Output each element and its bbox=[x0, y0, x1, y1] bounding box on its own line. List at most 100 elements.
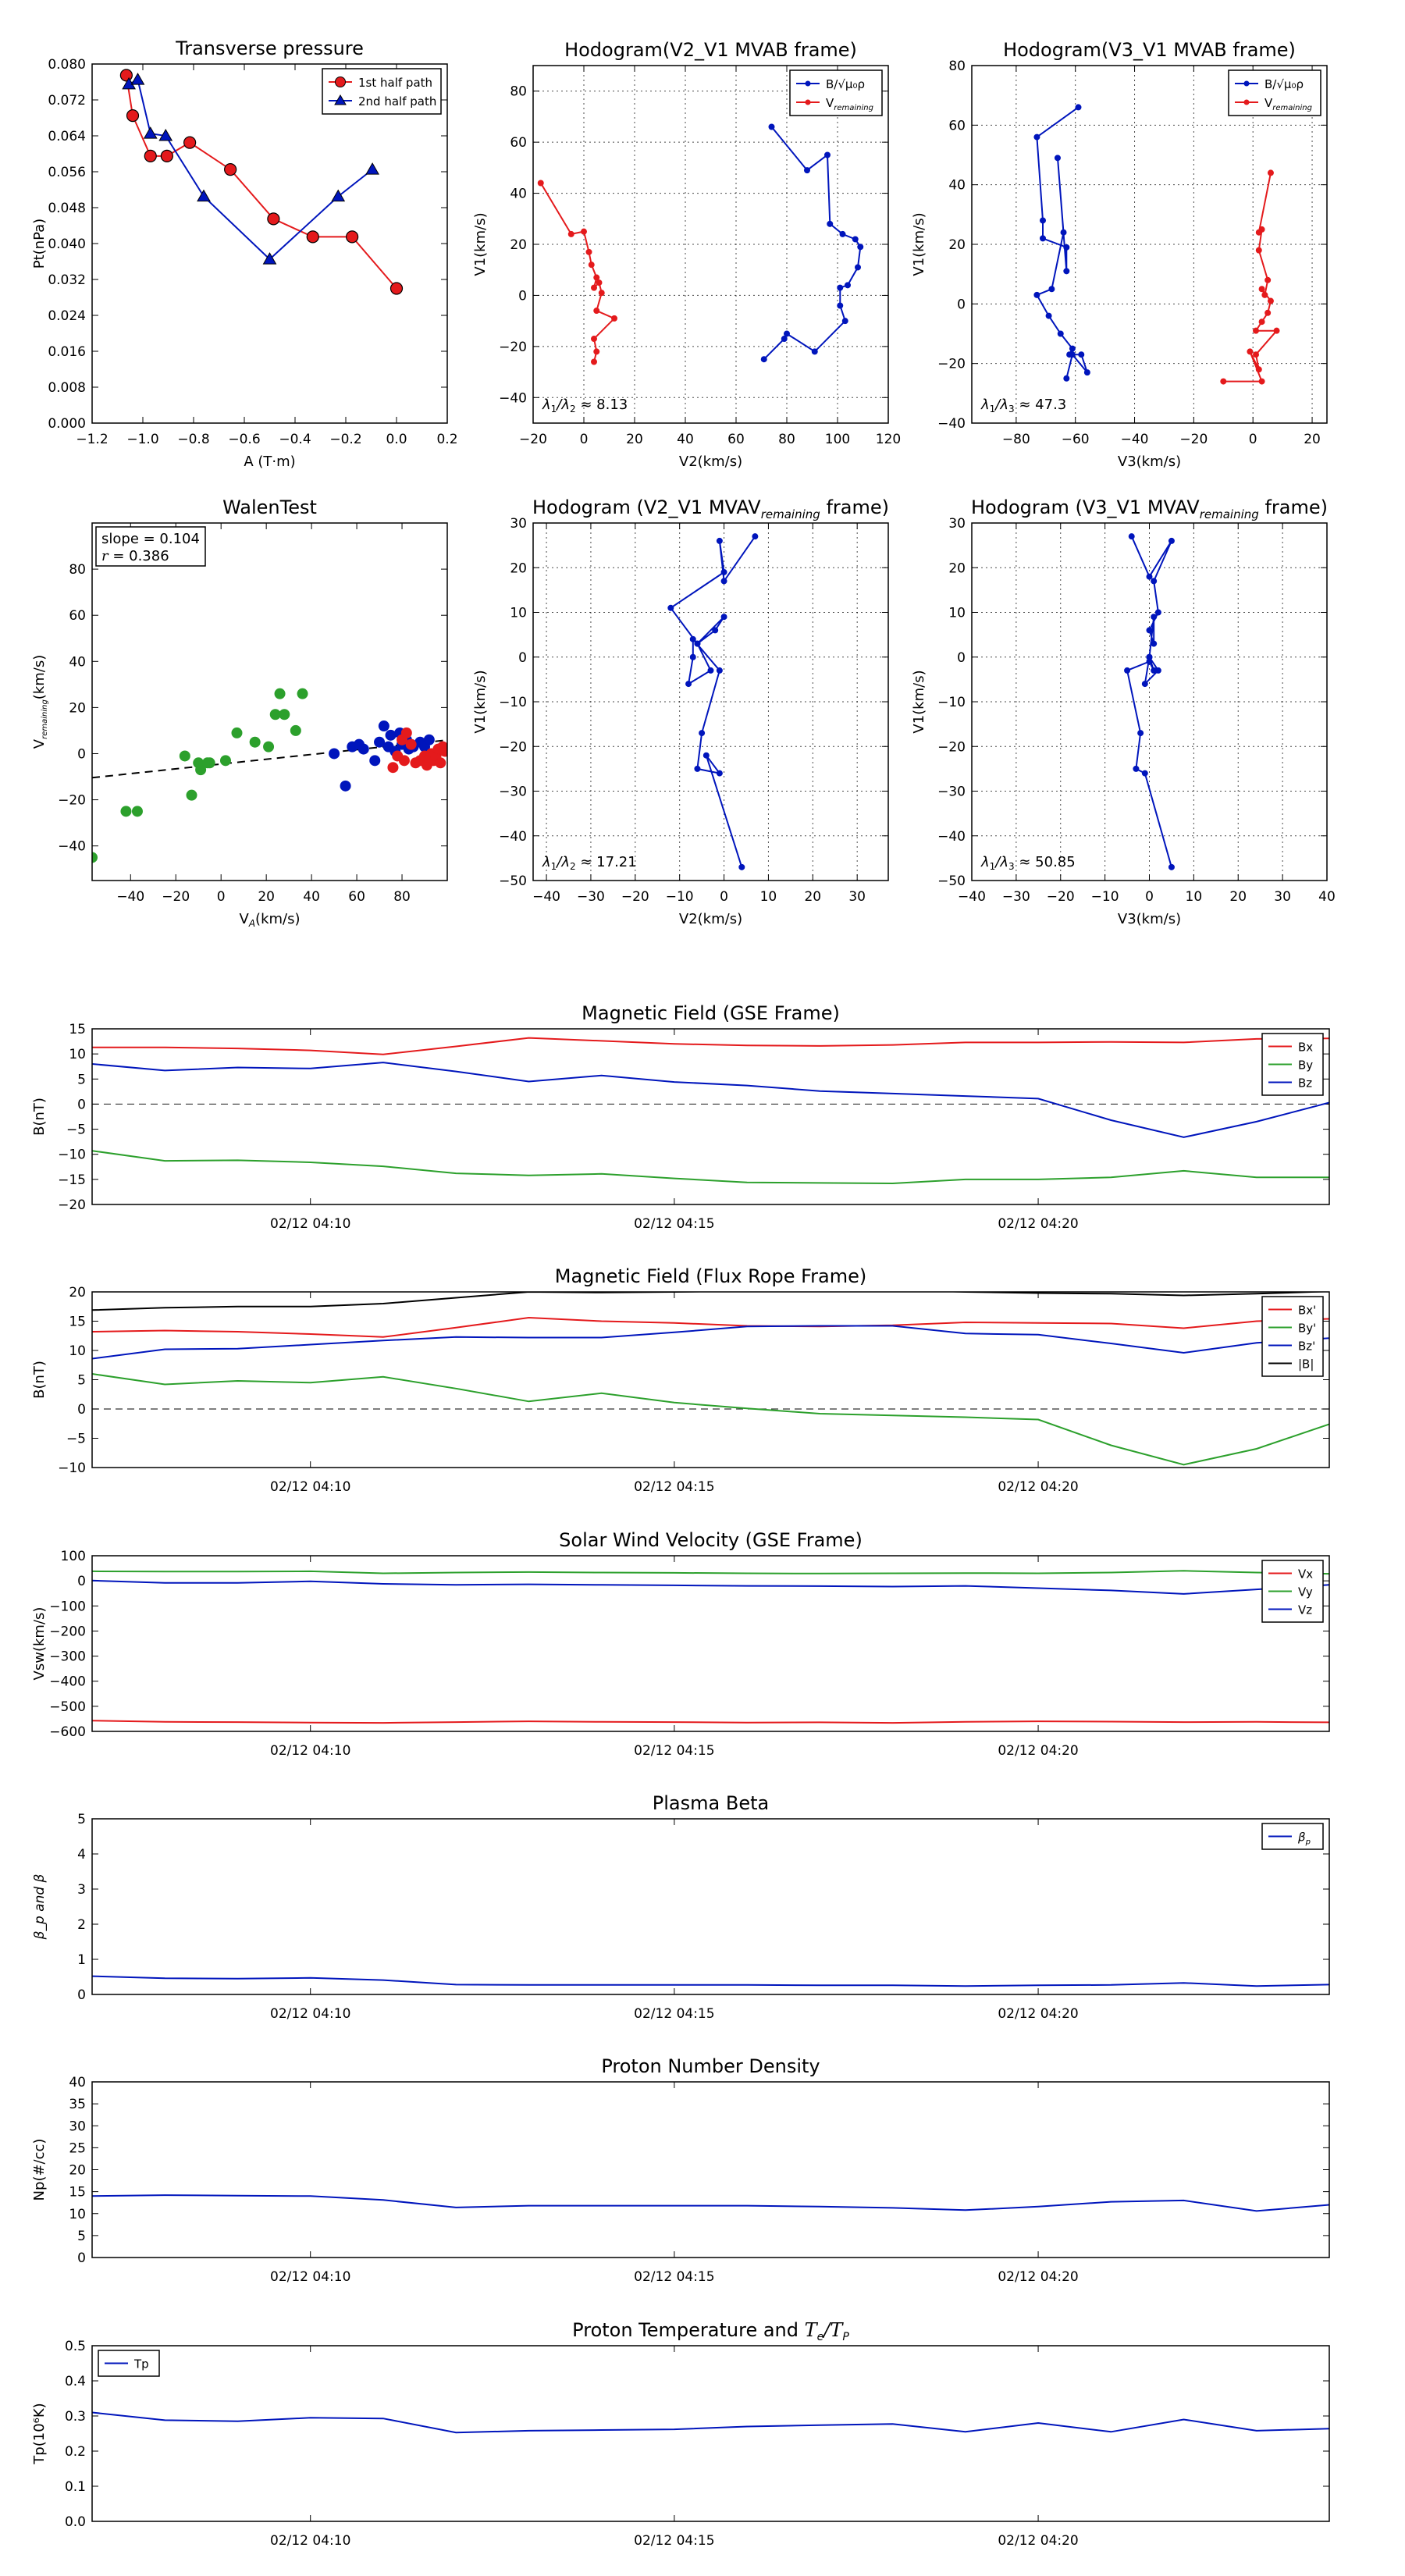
chart-ts4: Plasma Beta 02/12 04:10 02/12 04:15 02/12 0… bbox=[32, 1792, 1330, 2022]
x-tick-label: 20 bbox=[804, 889, 821, 905]
data-point bbox=[598, 290, 605, 297]
y-tick-label: 100 bbox=[61, 1549, 86, 1564]
x-tick-label: −0.6 bbox=[228, 432, 260, 447]
y-tick-label: −40 bbox=[499, 390, 527, 406]
data-point bbox=[331, 189, 346, 202]
x-tick-label: 02/12 04:10 bbox=[270, 1479, 350, 1495]
y-tick-label: 80 bbox=[510, 84, 527, 100]
y-tick-label: 20 bbox=[948, 560, 966, 576]
data-point bbox=[1083, 369, 1090, 376]
x-tick-label: 02/12 04:20 bbox=[998, 1743, 1078, 1759]
data-point bbox=[811, 348, 818, 355]
x-tick-label: 20 bbox=[258, 889, 275, 905]
data-point bbox=[593, 348, 600, 355]
x-tick-label: 02/12 04:15 bbox=[634, 2269, 714, 2285]
data-point bbox=[143, 126, 158, 139]
y-tick-label: −40 bbox=[937, 829, 966, 845]
data-point bbox=[1146, 627, 1153, 634]
y-tick-label: 3 bbox=[77, 1882, 86, 1898]
legend-marker bbox=[335, 76, 346, 87]
y-tick-label: −300 bbox=[49, 1649, 86, 1665]
x-tick-label: 02/12 04:10 bbox=[270, 2006, 350, 2022]
x-tick-label: −20 bbox=[162, 889, 190, 905]
y-tick-label: 1 bbox=[77, 1952, 86, 1968]
y-axis-label: Pt(nPa) bbox=[31, 219, 48, 269]
x-tick-label: −30 bbox=[577, 889, 605, 905]
x-tick-label: 02/12 04:15 bbox=[634, 1479, 714, 1495]
data-point bbox=[1253, 327, 1259, 334]
x-tick-label: −40 bbox=[1121, 432, 1149, 447]
y-tick-label: 0 bbox=[77, 746, 86, 762]
data-point bbox=[738, 863, 745, 870]
scatter-point bbox=[439, 745, 447, 757]
series-line bbox=[92, 1325, 1329, 1360]
scatter-point bbox=[204, 757, 215, 769]
y-tick-label: −600 bbox=[49, 1724, 86, 1740]
x-tick-label: 0 bbox=[217, 889, 226, 905]
y-tick-label: −10 bbox=[499, 695, 527, 710]
x-tick-label: −60 bbox=[1062, 432, 1090, 447]
y-tick-label: 35 bbox=[69, 2097, 86, 2112]
y-tick-label: 0.056 bbox=[48, 165, 86, 180]
y-tick-label: −50 bbox=[937, 873, 966, 889]
data-point bbox=[1273, 327, 1280, 334]
y-tick-label: 40 bbox=[510, 187, 527, 202]
data-point bbox=[1258, 226, 1265, 233]
x-tick-label: −30 bbox=[1002, 889, 1030, 905]
y-tick-label: 40 bbox=[69, 2075, 86, 2090]
plot-frame bbox=[91, 1291, 1330, 1468]
legend-label: By' bbox=[1298, 1322, 1316, 1336]
y-tick-label: 15 bbox=[69, 1022, 86, 1037]
y-tick-label: −5 bbox=[66, 1432, 86, 1447]
data-point bbox=[585, 248, 592, 255]
y-tick-label: 0.072 bbox=[48, 93, 86, 109]
y-tick-label: 0.064 bbox=[48, 129, 86, 144]
x-tick-label: −0.2 bbox=[329, 432, 361, 447]
plot-area bbox=[1033, 104, 1280, 385]
legend-label: 2nd half path bbox=[358, 94, 436, 109]
y-tick-label: 0 bbox=[518, 288, 527, 304]
series-line bbox=[539, 182, 616, 362]
legend-label: 1st half path bbox=[358, 76, 432, 90]
data-point bbox=[1255, 366, 1262, 373]
x-axis-label: VA(km/s) bbox=[240, 911, 301, 929]
series-line bbox=[92, 1975, 1329, 1987]
plot-frame bbox=[532, 65, 889, 424]
scatter-point bbox=[120, 806, 132, 817]
data-point bbox=[119, 69, 133, 82]
legend-label: B/√μ₀ρ bbox=[826, 77, 865, 91]
data-point bbox=[685, 681, 692, 688]
plot-area bbox=[92, 2194, 1329, 2212]
scatter-point bbox=[290, 724, 301, 736]
data-point bbox=[760, 356, 767, 363]
x-tick-label: 80 bbox=[778, 432, 795, 447]
data-point bbox=[837, 302, 844, 309]
data-point bbox=[1255, 247, 1262, 254]
data-point bbox=[581, 228, 587, 235]
legend-box bbox=[1261, 1823, 1324, 1850]
data-point bbox=[837, 284, 844, 291]
data-point bbox=[804, 167, 810, 174]
data-point bbox=[845, 282, 851, 289]
legend-label: |B| bbox=[1298, 1357, 1314, 1372]
y-tick-label: −20 bbox=[937, 357, 966, 372]
legend: Bx' By' Bz' |B| bbox=[1261, 1296, 1324, 1377]
y-tick-label: 5 bbox=[77, 2229, 86, 2244]
y-tick-label: 5 bbox=[77, 1072, 86, 1087]
y-tick-label: 0.024 bbox=[48, 308, 86, 324]
x-tick-label: 02/12 04:20 bbox=[998, 2269, 1078, 2285]
data-point bbox=[1154, 609, 1161, 616]
data-point bbox=[1267, 169, 1274, 176]
y-tick-label: 0 bbox=[77, 1097, 86, 1112]
data-point bbox=[591, 284, 597, 291]
plot-area bbox=[119, 69, 404, 295]
x-tick-label: −1.0 bbox=[126, 432, 158, 447]
y-tick-label: −20 bbox=[499, 340, 527, 355]
y-tick-label: −10 bbox=[937, 695, 966, 710]
x-tick-label: −1.2 bbox=[76, 432, 108, 447]
x-tick-label: 30 bbox=[1274, 889, 1291, 905]
legend-label: Bz' bbox=[1298, 1340, 1315, 1354]
data-point bbox=[537, 180, 544, 187]
x-tick-label: 0 bbox=[1145, 889, 1154, 905]
